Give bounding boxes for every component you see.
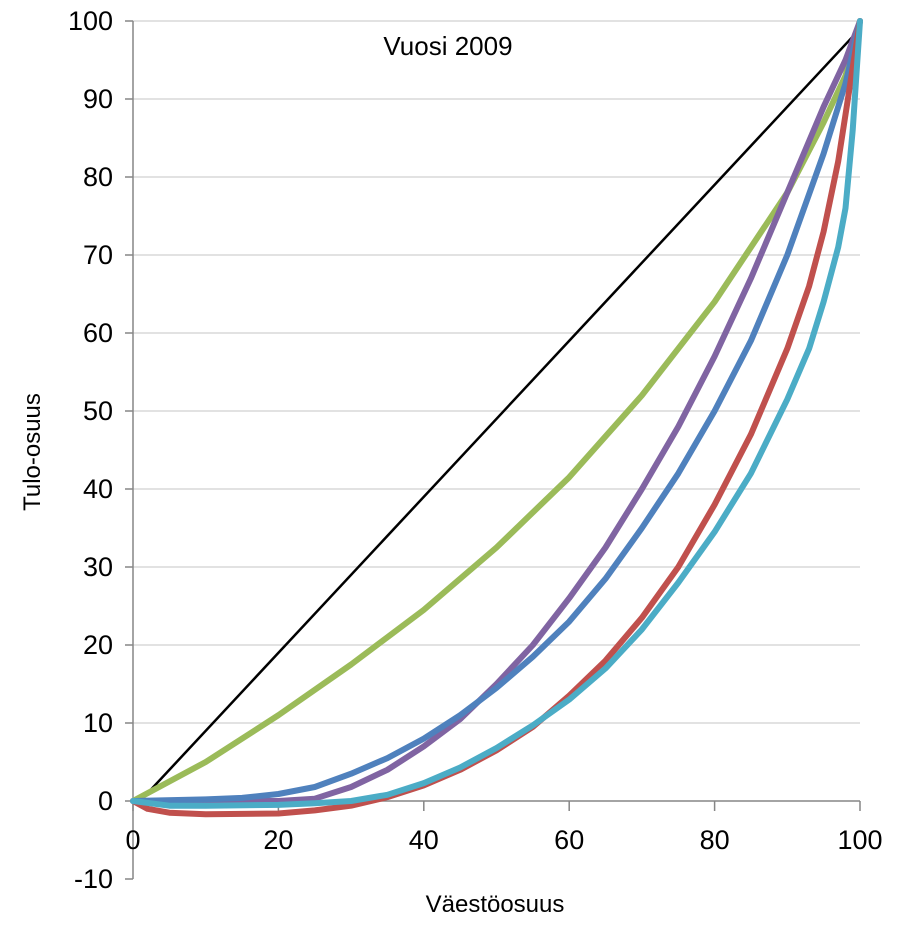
gridlines [133, 20, 860, 724]
y-tick-labels: -10 0 10 20 30 40 50 60 70 80 90 100 [68, 6, 113, 894]
x-axis-title: Väestöosuus [426, 891, 565, 918]
y-tick-label: 60 [83, 318, 113, 348]
y-tick-label: 70 [83, 240, 113, 270]
y-tick-label: 100 [68, 6, 113, 36]
y-tick-label: 40 [83, 474, 113, 504]
y-tick-label: -10 [74, 864, 113, 894]
y-tick-label: 30 [83, 552, 113, 582]
series-lines [130, 18, 863, 818]
y-tick-label: 20 [83, 630, 113, 660]
x-tick-labels: 0 20 40 60 80 100 [125, 825, 882, 855]
x-tick-label: 0 [125, 825, 140, 855]
y-tick-label: 90 [83, 84, 113, 114]
series-line-2 [130, 18, 863, 804]
series-line-3 [130, 18, 863, 804]
y-axis-title: Tulo-osuus [19, 393, 46, 511]
series-line-5 [130, 18, 863, 809]
x-tick-label: 20 [263, 825, 293, 855]
y-tick-label: 50 [83, 396, 113, 426]
series-line-1 [130, 18, 863, 804]
y-tick-label: 10 [83, 708, 113, 738]
x-tick-label: 60 [554, 825, 584, 855]
x-tick-label: 40 [409, 825, 439, 855]
y-tick-label: 80 [83, 162, 113, 192]
chart-subtitle: Vuosi 2009 [383, 31, 512, 61]
equality-line [139, 27, 861, 802]
x-tick-label: 100 [837, 825, 882, 855]
x-tick-label: 80 [700, 825, 730, 855]
y-tick-label: 0 [98, 786, 113, 816]
